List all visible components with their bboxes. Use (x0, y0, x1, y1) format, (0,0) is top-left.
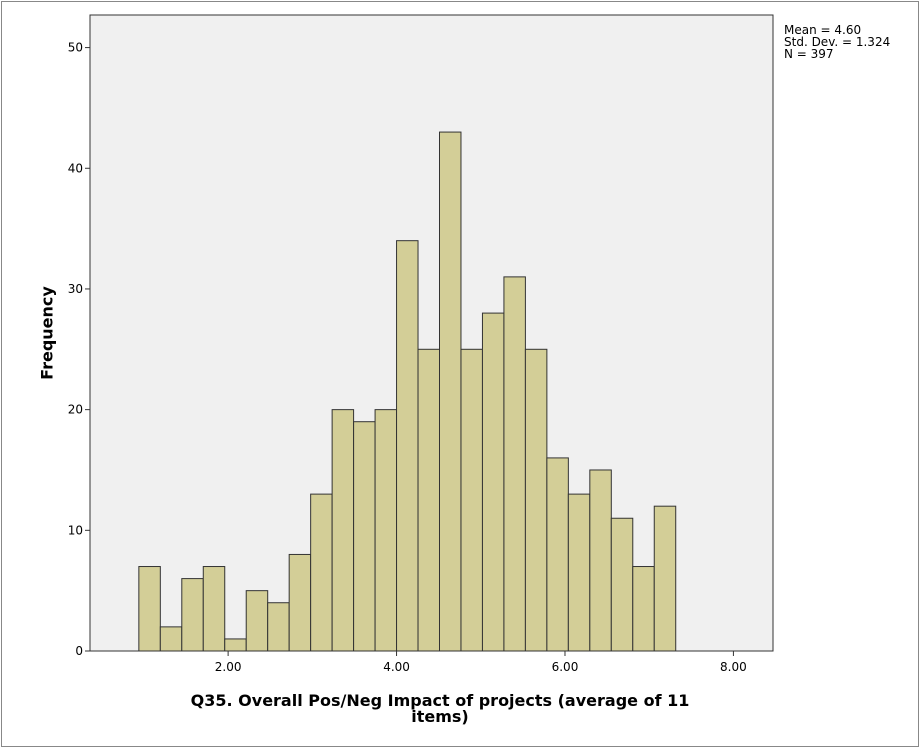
bar (632, 566, 655, 652)
y-tick-label: 30 (68, 282, 83, 296)
bar (245, 590, 269, 652)
bar (481, 312, 505, 652)
bar (138, 566, 161, 652)
bar (331, 409, 355, 652)
x-tick-label: 2.00 (215, 660, 242, 674)
bar (417, 348, 441, 652)
x-tick-label: 6.00 (552, 660, 579, 674)
bar (159, 626, 183, 652)
bar (353, 421, 376, 652)
y-tick-label: 10 (68, 523, 83, 537)
bar (567, 493, 591, 652)
y-tick-label: 0 (75, 644, 83, 658)
bar (310, 493, 333, 652)
y-tick-label: 50 (68, 41, 83, 55)
bar (546, 457, 569, 652)
bar (202, 566, 226, 652)
bar (460, 348, 483, 652)
bar (224, 638, 247, 652)
y-tick-label: 20 (68, 403, 83, 417)
y-tick-label: 40 (68, 161, 83, 175)
x-axis-label: items) (411, 707, 469, 726)
x-tick-label: 8.00 (720, 660, 747, 674)
bar (288, 553, 312, 652)
stat-annotation: Mean = 4.60 (784, 23, 861, 37)
bar (503, 276, 526, 652)
bar (524, 348, 548, 652)
y-axis-label: Frequency (38, 286, 57, 380)
bar (439, 131, 462, 652)
stat-annotation: Std. Dev. = 1.324 (784, 35, 890, 49)
bar (653, 505, 677, 652)
bar (181, 578, 204, 652)
bar (267, 602, 290, 652)
bar (610, 517, 634, 652)
stat-annotation: N = 397 (784, 47, 834, 61)
bar (589, 469, 612, 652)
x-axis-label: Q35. Overall Pos/Neg Impact of projects … (191, 691, 690, 710)
x-tick-label: 4.00 (383, 660, 410, 674)
bar (396, 240, 419, 652)
bar (374, 409, 398, 652)
